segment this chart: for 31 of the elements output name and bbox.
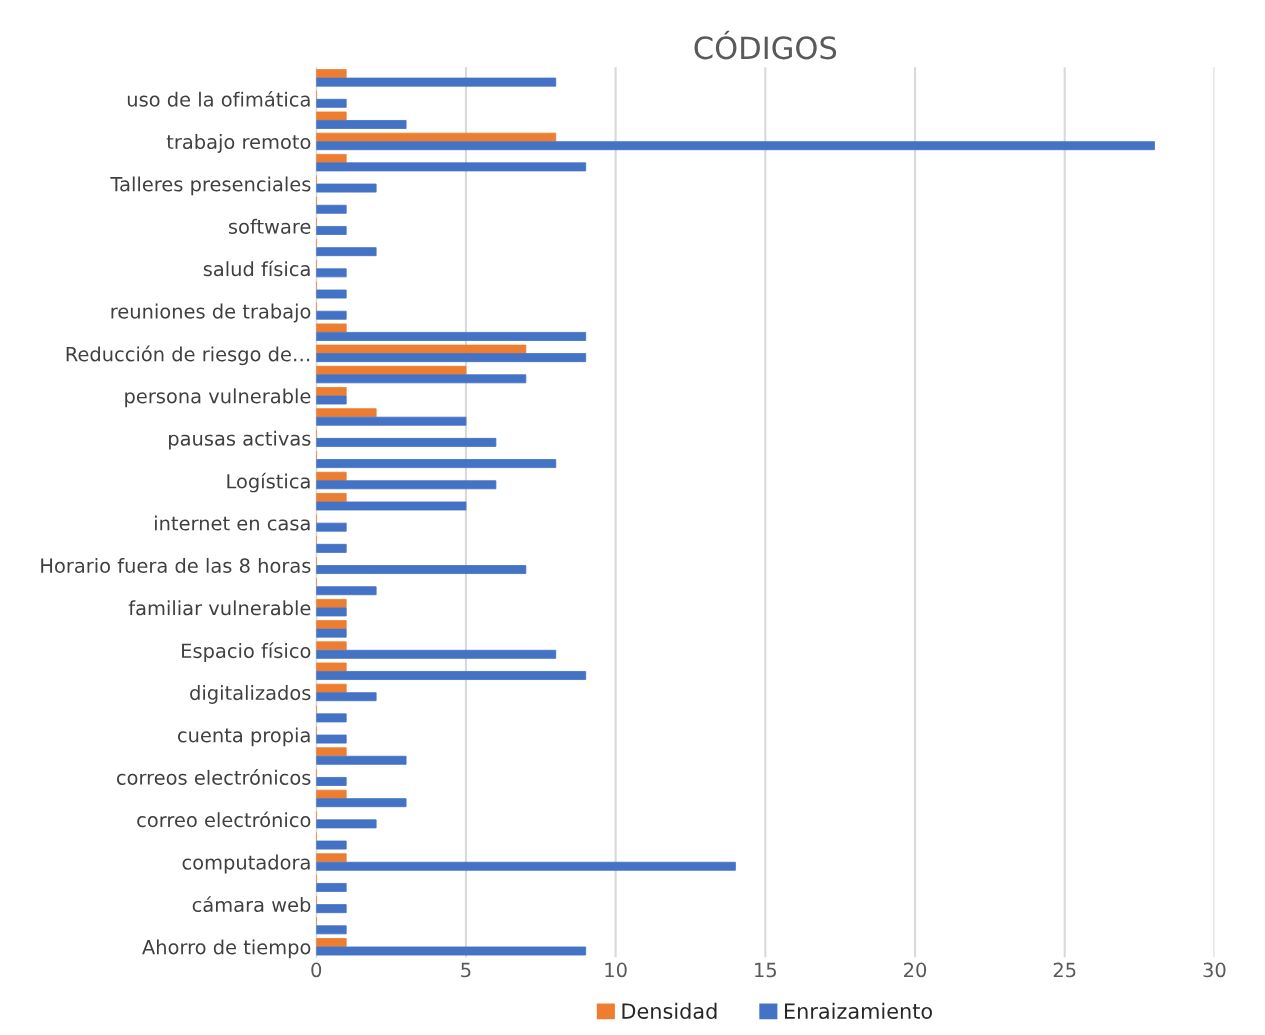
legend-label: Enraizamiento: [784, 1002, 932, 1019]
y-tick-label: Ahorro de tiempo: [142, 939, 311, 959]
y-tick-label: Reducción de riesgo de…: [66, 345, 310, 366]
y-tick-label: Logística: [227, 472, 310, 493]
x-tick-label: 10: [605, 962, 627, 978]
y-tick-label: cuenta propia: [177, 727, 310, 747]
y-tick-label: Horario fuera de las 8 horas: [41, 557, 311, 573]
y-tick-label: internet en casa: [155, 515, 310, 531]
y-tick-label: computadora: [182, 854, 310, 874]
y-tick-label: pausas activas: [169, 430, 311, 450]
y-tick-label: Talleres presenciales: [110, 176, 311, 196]
y-tick-label: familiar vulnerable: [128, 600, 311, 616]
x-tick-label: 20: [904, 962, 927, 978]
legend-label: Densidad: [622, 1002, 717, 1019]
y-tick-label: cámara web: [192, 896, 311, 913]
x-tick-label: 15: [755, 962, 776, 978]
y-tick-label: salud física: [203, 260, 310, 277]
y-tick-label: uso de la ofimática: [127, 90, 310, 107]
y-tick-label: correos electrónicos: [116, 769, 311, 785]
y-tick-label: digitalizados: [190, 685, 311, 704]
y-tick-label: trabajo remoto: [166, 134, 311, 153]
chart-title: CÓDIGOS: [694, 30, 837, 60]
y-tick-label: software: [228, 218, 311, 234]
y-tick-label: correo electrónico: [137, 811, 311, 828]
y-tick-label: Espacio físico: [182, 642, 311, 662]
y-tick-label: persona vulnerable: [125, 388, 311, 408]
x-tick-label: 0: [311, 962, 322, 978]
y-tick-label: reuniones de trabajo: [111, 303, 311, 323]
x-tick-label: 25: [1053, 962, 1076, 978]
x-tick-label: 5: [461, 962, 471, 978]
x-tick-label: 30: [1203, 962, 1226, 978]
